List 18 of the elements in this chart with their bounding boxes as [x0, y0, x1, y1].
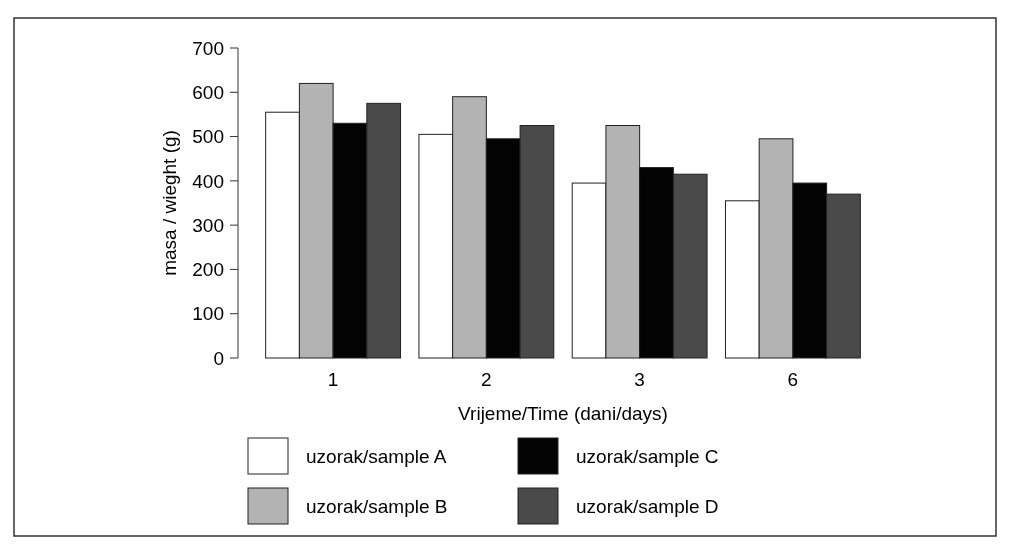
y-tick-label: 700	[192, 37, 224, 59]
y-tick-label: 200	[192, 259, 224, 281]
legend-label: uzorak/sample A	[306, 445, 447, 467]
y-axis-title: masa / wieght (g)	[159, 130, 180, 276]
legend-label: uzorak/sample C	[576, 445, 719, 467]
x-tick-label: 3	[634, 369, 645, 390]
x-axis-title: Vrijeme/Time (dani/days)	[458, 403, 668, 424]
y-tick-label: 400	[192, 170, 224, 192]
y-tick-label: 300	[192, 214, 224, 236]
y-tick-label: 500	[192, 126, 224, 148]
x-tick-label: 1	[327, 369, 339, 390]
x-tick-label: 6	[787, 369, 799, 390]
y-tick-label: 600	[192, 81, 224, 103]
y-tick-label: 100	[192, 303, 224, 325]
legend-label: uzorak/sample B	[306, 495, 448, 517]
legend-label: uzorak/sample D	[576, 495, 719, 517]
y-tick-label: 0	[213, 347, 224, 369]
x-tick-label: 2	[481, 369, 492, 390]
